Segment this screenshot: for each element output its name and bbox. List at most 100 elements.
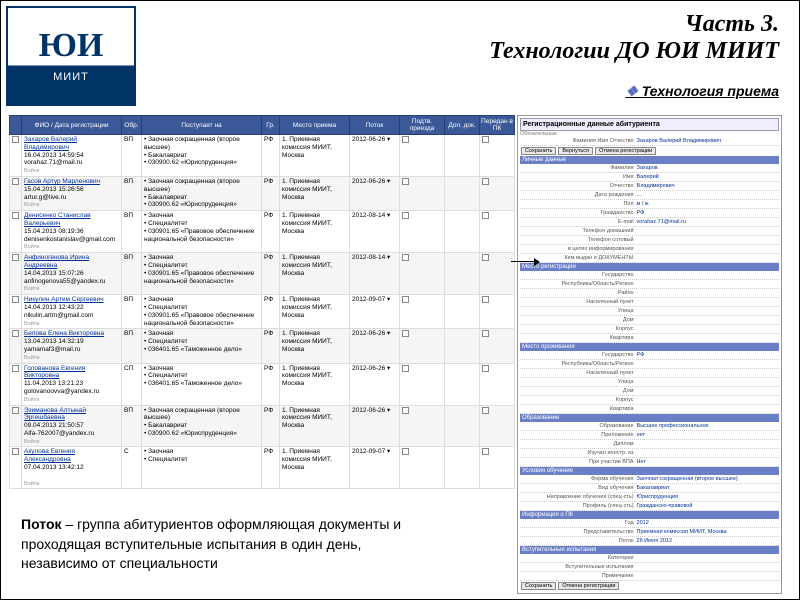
potok-cell[interactable]: 2012-06-26 ▾ <box>350 363 400 405</box>
form-value[interactable] <box>637 379 779 385</box>
form-value[interactable]: 26 Июня 2012 <box>637 538 779 544</box>
checkbox-cell[interactable] <box>10 363 22 405</box>
fio-cell[interactable]: Захаров Валерий Владимирович16.04.2013 1… <box>22 135 122 177</box>
form-value[interactable] <box>637 573 779 579</box>
fio-cell[interactable]: Денисенко Станислав Валерьевич15.04.2013… <box>22 211 122 253</box>
pk-cell[interactable] <box>480 363 515 405</box>
form-value[interactable] <box>637 441 779 447</box>
form-value[interactable]: РФ <box>637 210 779 216</box>
podtv-cell[interactable] <box>400 447 445 489</box>
form-button[interactable]: Отмена регистрации <box>558 582 619 590</box>
form-button[interactable]: Отмена регистрации <box>595 147 656 155</box>
checkbox-cell[interactable] <box>10 135 22 177</box>
form-value[interactable] <box>637 326 779 332</box>
table-row[interactable]: Акулова Евгения Александровна07.04.2013 … <box>10 447 515 489</box>
form-value[interactable] <box>637 335 779 341</box>
pk-cell[interactable] <box>480 405 515 447</box>
potok-cell[interactable]: 2012-09-07 ▾ <box>350 447 400 489</box>
form-button[interactable]: Сохранить <box>521 147 556 155</box>
podtv-cell[interactable] <box>400 295 445 329</box>
podtv-cell[interactable] <box>400 253 445 295</box>
pk-cell[interactable] <box>480 447 515 489</box>
pk-cell[interactable] <box>480 295 515 329</box>
form-value[interactable] <box>637 237 779 243</box>
pk-cell[interactable] <box>480 329 515 363</box>
potok-cell[interactable]: 2012-06-26 ▾ <box>350 329 400 363</box>
potok-cell[interactable]: 2012-08-14 ▾ <box>350 253 400 295</box>
podtv-cell[interactable] <box>400 211 445 253</box>
pk-cell[interactable] <box>480 253 515 295</box>
form-button[interactable]: Вернуться <box>558 147 593 155</box>
checkbox-icon[interactable] <box>12 212 19 219</box>
form-value[interactable] <box>637 308 779 314</box>
fio-cell[interactable]: Гасов Артур Марленович15.04.2013 15:26:5… <box>22 176 122 210</box>
fio-cell[interactable]: Анфиногенова Ирина Андреевна14.04.2013 1… <box>22 253 122 295</box>
form-value[interactable] <box>637 281 779 287</box>
table-row[interactable]: Анфиногенова Ирина Андреевна14.04.2013 1… <box>10 253 515 295</box>
form-value[interactable] <box>637 564 779 570</box>
checkbox-cell[interactable] <box>10 329 22 363</box>
fio-cell[interactable]: Эзиманова Алтынай Эргешбаевна09.04.2013 … <box>22 405 122 447</box>
checkbox-cell[interactable] <box>10 176 22 210</box>
checkbox-cell[interactable] <box>10 447 22 489</box>
form-value[interactable]: vorahaz.71@mail.ru <box>637 219 779 225</box>
form-value[interactable]: Приемная комиссия МИИТ, Москва <box>637 529 779 535</box>
potok-cell[interactable]: 2012-06-26 ▾ <box>350 135 400 177</box>
checkbox-icon[interactable] <box>12 254 19 261</box>
form-button[interactable]: Сохранить <box>521 582 556 590</box>
table-row[interactable]: Захаров Валерий Владимирович16.04.2013 1… <box>10 135 515 177</box>
form-value[interactable]: м / ж <box>637 201 779 207</box>
form-value[interactable] <box>637 317 779 323</box>
form-value[interactable] <box>637 361 779 367</box>
table-row[interactable]: Белова Елена Викторовна13.04.2013 14:32:… <box>10 329 515 363</box>
pk-cell[interactable] <box>480 176 515 210</box>
checkbox-icon[interactable] <box>12 178 19 185</box>
checkbox-icon[interactable] <box>12 448 19 455</box>
form-value[interactable] <box>637 370 779 376</box>
potok-cell[interactable]: 2012-06-26 ▾ <box>350 405 400 447</box>
form-value[interactable]: Гражданско-правовой <box>637 503 779 509</box>
form-value[interactable] <box>637 397 779 403</box>
form-value[interactable]: Высшее профессиональное <box>637 423 779 429</box>
form-value[interactable]: 2012 <box>637 520 779 526</box>
fio-cell[interactable]: Никулин Артем Сергеевич14.04.2013 12:43:… <box>22 295 122 329</box>
pk-cell[interactable] <box>480 211 515 253</box>
form-value[interactable]: нет <box>637 432 779 438</box>
form-value[interactable] <box>637 450 779 456</box>
form-value[interactable]: Заочная сокращенная (второе высшее) <box>637 476 779 482</box>
form-value[interactable]: Юриспруденция <box>637 494 779 500</box>
form-value[interactable] <box>637 388 779 394</box>
form-value[interactable]: Нет <box>637 459 779 465</box>
potok-cell[interactable]: 2012-09-07 ▾ <box>350 295 400 329</box>
checkbox-cell[interactable] <box>10 253 22 295</box>
fio-cell[interactable]: Акулова Евгения Александровна07.04.2013 … <box>22 447 122 489</box>
potok-cell[interactable]: 2012-08-14 ▾ <box>350 211 400 253</box>
podtv-cell[interactable] <box>400 405 445 447</box>
fio-cell[interactable]: Белова Елена Викторовна13.04.2013 14:32:… <box>22 329 122 363</box>
table-row[interactable]: Эзиманова Алтынай Эргешбаевна09.04.2013 … <box>10 405 515 447</box>
form-value[interactable]: РФ <box>637 352 779 358</box>
form-value[interactable] <box>637 290 779 296</box>
pk-cell[interactable] <box>480 135 515 177</box>
podtv-cell[interactable] <box>400 176 445 210</box>
table-row[interactable]: Денисенко Станислав Валерьевич15.04.2013… <box>10 211 515 253</box>
checkbox-cell[interactable] <box>10 295 22 329</box>
form-value[interactable] <box>637 246 779 252</box>
form-value[interactable]: Валерий <box>637 174 779 180</box>
form-value[interactable]: Захаров <box>637 165 779 171</box>
form-value[interactable]: Бакалавриат <box>637 485 779 491</box>
form-value[interactable] <box>637 555 779 561</box>
table-row[interactable]: Никулин Артем Сергеевич14.04.2013 12:43:… <box>10 295 515 329</box>
form-value[interactable] <box>637 228 779 234</box>
checkbox-icon[interactable] <box>12 330 19 337</box>
potok-cell[interactable]: 2012-06-26 ▾ <box>350 176 400 210</box>
checkbox-icon[interactable] <box>12 365 19 372</box>
podtv-cell[interactable] <box>400 135 445 177</box>
checkbox-icon[interactable] <box>12 296 19 303</box>
form-value[interactable] <box>637 406 779 412</box>
form-value[interactable] <box>637 299 779 305</box>
form-value[interactable]: Владимирович <box>637 183 779 189</box>
checkbox-icon[interactable] <box>12 407 19 414</box>
checkbox-icon[interactable] <box>12 136 19 143</box>
form-value[interactable] <box>637 255 779 261</box>
